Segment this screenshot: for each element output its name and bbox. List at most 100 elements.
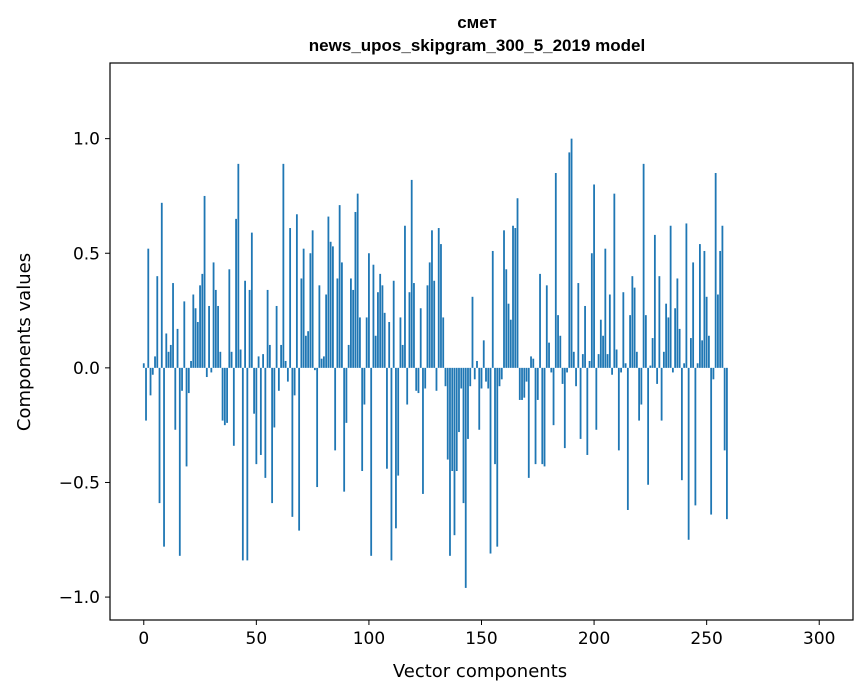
- bar: [237, 163, 240, 368]
- bar: [343, 367, 346, 492]
- bar: [304, 335, 307, 368]
- bar: [147, 248, 150, 368]
- bar: [194, 308, 197, 368]
- bar: [705, 296, 708, 368]
- bar: [523, 367, 526, 398]
- bar: [257, 356, 260, 368]
- bar: [158, 367, 161, 504]
- y-tick-label: 0.0: [73, 359, 100, 379]
- bar: [178, 367, 181, 556]
- bar: [485, 367, 487, 382]
- bar: [368, 253, 370, 368]
- bar: [268, 344, 271, 368]
- bar: [440, 244, 442, 368]
- bar: [187, 367, 190, 394]
- bar: [674, 308, 677, 368]
- bar: [579, 367, 582, 439]
- bar: [273, 367, 276, 428]
- bar: [334, 367, 337, 451]
- bar: [280, 344, 283, 368]
- bar: [683, 363, 686, 368]
- bar: [599, 319, 602, 368]
- y-tick-label: 1.0: [73, 130, 100, 150]
- bar: [259, 367, 262, 455]
- bar: [408, 292, 411, 368]
- bar: [332, 246, 334, 368]
- bar: [541, 367, 544, 465]
- bar: [658, 276, 661, 368]
- bar: [302, 248, 305, 368]
- bar: [489, 367, 492, 554]
- bar: [644, 315, 647, 368]
- bar: [471, 296, 474, 368]
- plot-frame: [109, 62, 854, 621]
- bar: [590, 253, 593, 368]
- bar: [426, 285, 429, 368]
- bar: [624, 363, 627, 368]
- x-tick-label: 50: [246, 629, 268, 649]
- bar: [505, 269, 508, 368]
- bar: [514, 228, 517, 368]
- bar: [399, 317, 402, 368]
- bar: [183, 301, 186, 368]
- bar: [401, 344, 404, 368]
- x-tick-label: 150: [465, 629, 497, 649]
- bar: [145, 367, 147, 421]
- bar: [201, 273, 204, 368]
- bar: [572, 351, 575, 368]
- bar: [521, 367, 523, 400]
- bar: [669, 225, 672, 368]
- bar: [316, 367, 319, 488]
- bar: [223, 367, 226, 426]
- bar: [696, 363, 699, 368]
- bar: [232, 367, 235, 446]
- bar: [626, 367, 629, 510]
- bar: [174, 367, 177, 430]
- bar: [253, 367, 255, 414]
- bar: [606, 354, 609, 368]
- bar: [413, 283, 415, 368]
- bar: [386, 367, 388, 469]
- bar: [291, 367, 294, 517]
- bar: [638, 367, 641, 421]
- bar: [154, 356, 156, 368]
- bar: [509, 319, 512, 368]
- bar: [428, 262, 431, 368]
- bar: [595, 367, 598, 430]
- bar: [397, 367, 400, 476]
- bar: [277, 367, 280, 391]
- bar: [593, 184, 595, 368]
- bar: [160, 202, 163, 368]
- bar: [205, 367, 208, 378]
- bar: [458, 367, 460, 433]
- bar: [417, 367, 420, 394]
- bar: [300, 278, 303, 368]
- bar: [642, 163, 645, 368]
- bar: [536, 367, 539, 400]
- bar: [647, 367, 650, 485]
- bar: [550, 367, 553, 373]
- bar: [336, 278, 339, 368]
- bar: [449, 367, 451, 556]
- bar: [559, 335, 562, 368]
- bar: [494, 367, 496, 465]
- x-tick-label: 0: [138, 629, 149, 649]
- bar: [422, 367, 424, 494]
- bar: [719, 250, 722, 368]
- bar: [723, 367, 726, 451]
- bar: [629, 315, 631, 368]
- bar: [264, 367, 267, 478]
- bar: [289, 228, 292, 368]
- bar: [230, 351, 233, 368]
- bar: [329, 241, 332, 368]
- bar: [325, 294, 328, 368]
- bar: [620, 367, 622, 373]
- x-axis-ticks: 0 50 100 150 200 250 300: [138, 620, 835, 649]
- bar: [692, 262, 695, 368]
- bar: [282, 163, 285, 368]
- bar: [507, 303, 510, 368]
- bar: [374, 335, 377, 368]
- bar: [604, 248, 607, 368]
- chart-title: смет news_upos_skipgram_300_5_2019 model: [309, 13, 645, 55]
- bar: [203, 195, 206, 368]
